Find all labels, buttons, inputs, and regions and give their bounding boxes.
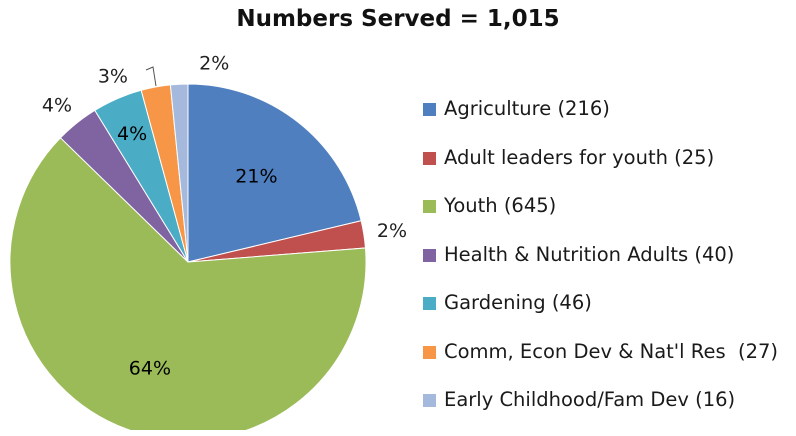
legend-swatch [423,394,436,407]
legend-item: Health & Nutrition Adults (40) [423,242,791,291]
data-label: 3% [98,65,128,87]
data-label: 21% [235,165,277,187]
legend-item: Agriculture (216) [423,96,791,145]
legend-item: Early Childhood/Fam Dev (16) [423,387,791,436]
legend: Agriculture (216) Adult leaders for youth… [423,96,791,436]
pie-slice [187,83,362,263]
data-label: 64% [129,358,171,380]
chart-title: Numbers Served = 1,015 [236,6,560,32]
legend-swatch [423,103,436,116]
legend-label: Youth (645) [444,194,557,217]
data-label: 2% [377,220,407,242]
legend-label: Health & Nutrition Adults (40) [444,242,735,266]
pie-slice [9,137,367,430]
data-label: 2% [199,53,229,75]
legend-item: Youth (645) [423,193,791,242]
pie-slice [169,83,189,263]
legend-label: Comm, Econ Dev & Nat'l Res (27) [444,339,779,363]
legend-label: Early Childhood/Fam Dev (16) [444,388,736,411]
legend-swatch [423,248,436,262]
legend-swatch [423,345,436,359]
legend-label: Gardening (46) [444,291,592,314]
legend-swatch [423,200,436,213]
legend-item: Comm, Econ Dev & Nat'l Res (27) [423,339,791,388]
legend-swatch [423,151,436,165]
legend-item: Gardening (46) [423,290,791,339]
data-label: 4% [42,95,72,117]
legend-swatch [423,297,436,310]
legend-label: Agriculture (216) [444,97,610,120]
legend-label: Adult leaders for youth (25) [444,145,715,169]
data-label: 4% [117,123,147,145]
leader-line [145,66,157,87]
legend-item: Adult leaders for youth (25) [423,145,791,194]
